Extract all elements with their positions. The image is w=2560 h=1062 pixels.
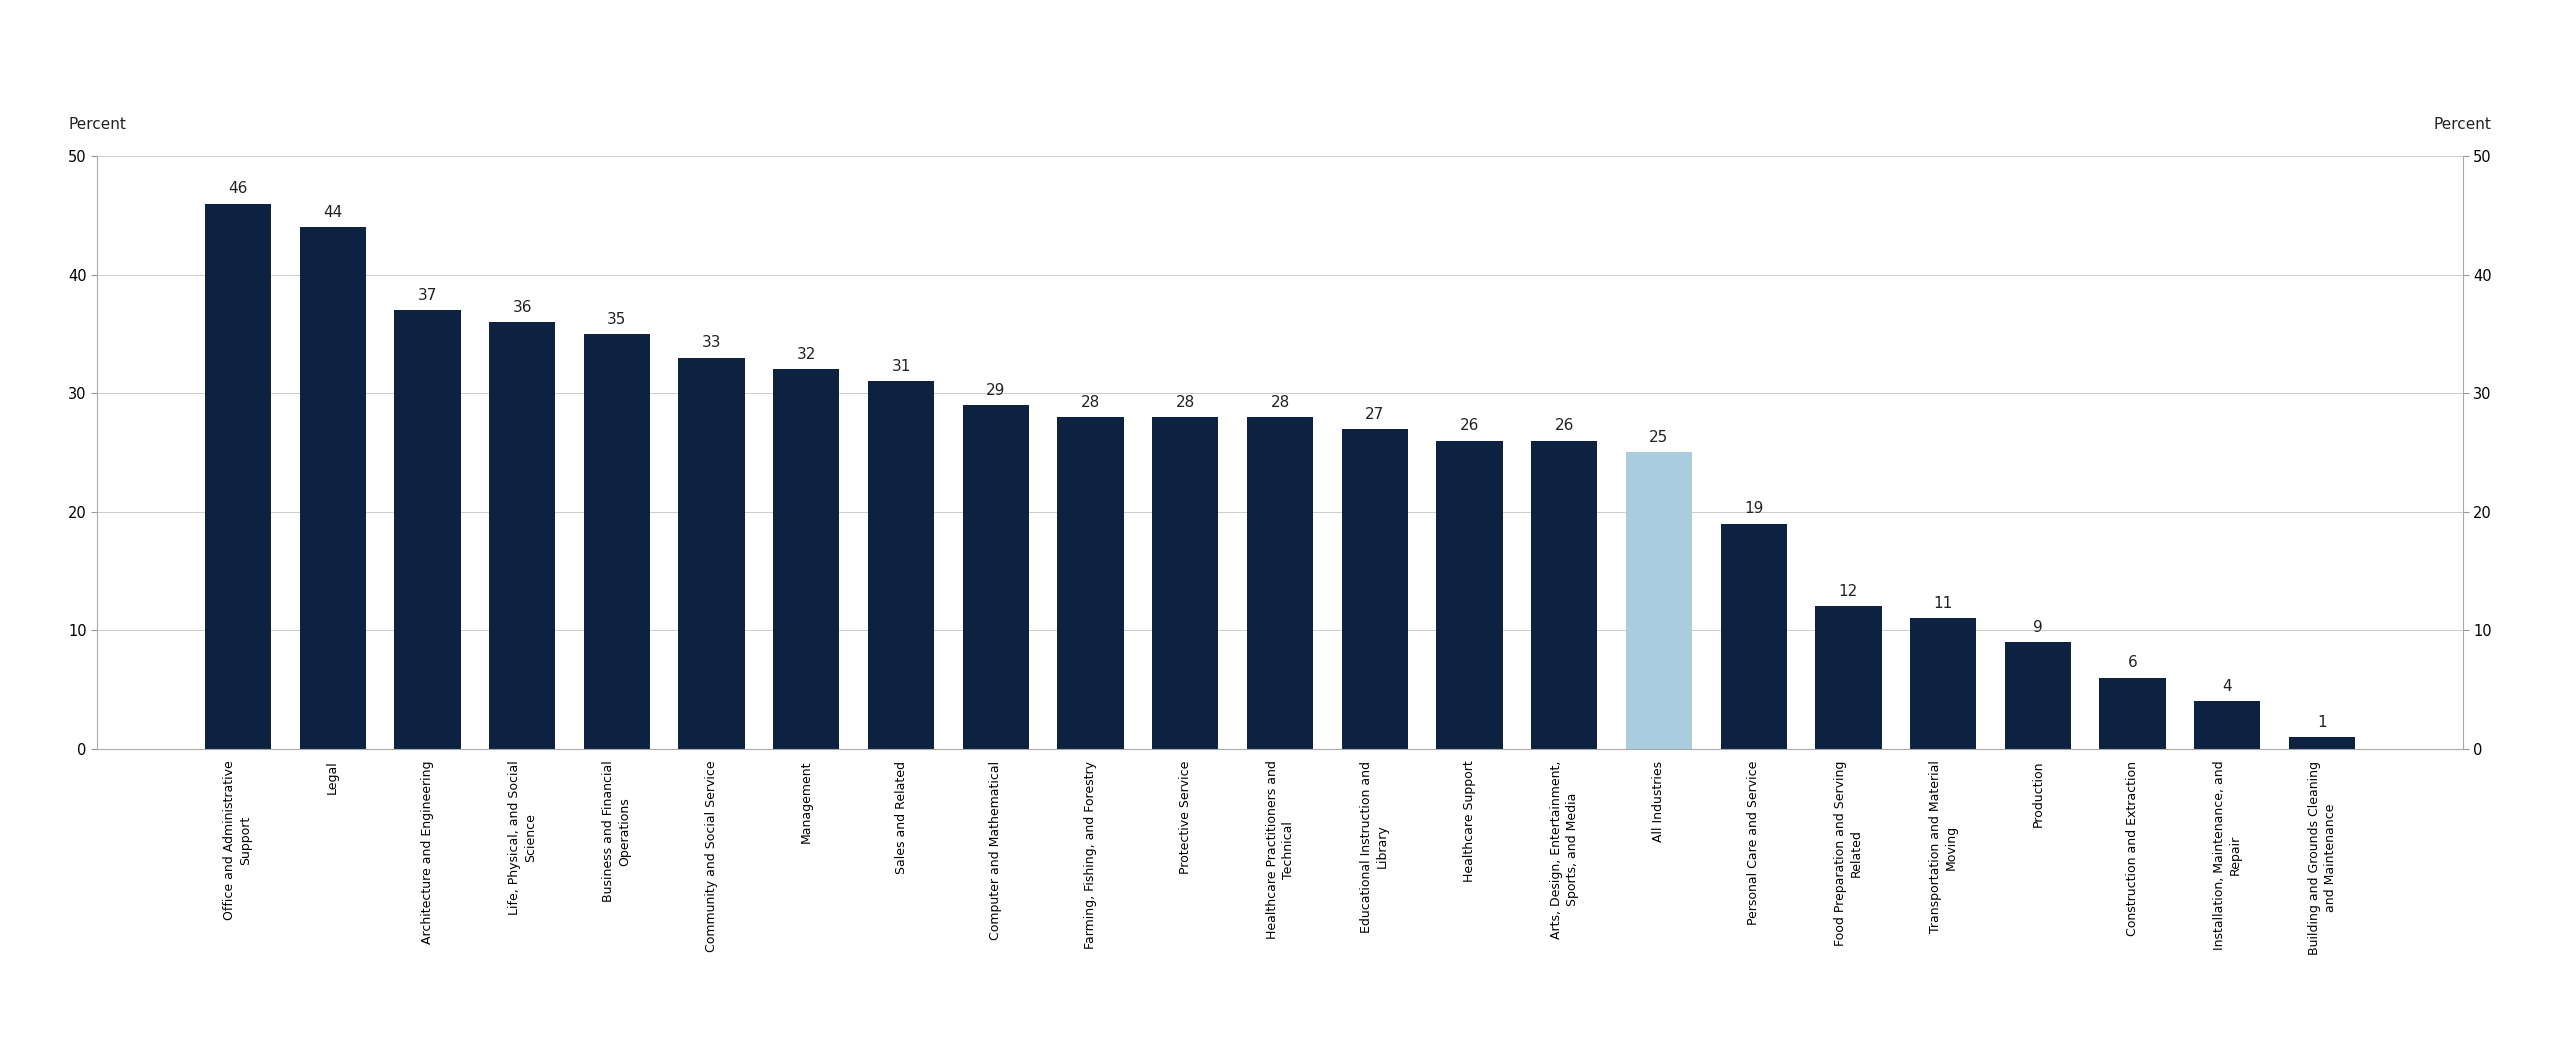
Text: Percent: Percent (69, 118, 128, 133)
Bar (1436, 441, 1503, 749)
Text: 28: 28 (1270, 395, 1290, 410)
Bar (2099, 678, 2166, 749)
Text: 44: 44 (323, 205, 343, 220)
Text: Percent: Percent (2432, 118, 2491, 133)
Text: 27: 27 (1364, 407, 1385, 422)
Text: 28: 28 (1080, 395, 1101, 410)
Text: 26: 26 (1459, 418, 1480, 433)
Bar (2194, 701, 2260, 749)
Bar (1815, 606, 1882, 749)
Bar (1626, 452, 1692, 749)
Text: 12: 12 (1838, 584, 1859, 599)
Text: 9: 9 (2033, 620, 2043, 635)
Text: 31: 31 (891, 359, 911, 374)
Bar (2289, 737, 2355, 749)
Text: Share of Industry Employment Exposed to Automation by AI: US: Share of Industry Employment Exposed to … (927, 29, 1633, 48)
Bar (868, 381, 934, 749)
Bar (489, 322, 556, 749)
Bar (1247, 417, 1313, 749)
Bar (1531, 441, 1597, 749)
Text: 33: 33 (701, 336, 722, 350)
Text: 1: 1 (2317, 715, 2327, 730)
Bar (394, 310, 461, 749)
Text: 28: 28 (1175, 395, 1196, 410)
Bar (1720, 524, 1787, 749)
Bar (678, 358, 745, 749)
Text: 19: 19 (1743, 501, 1764, 516)
Text: 4: 4 (2222, 680, 2232, 695)
Text: 37: 37 (417, 288, 438, 303)
Bar (584, 333, 650, 749)
Bar (1910, 618, 1976, 749)
Bar (1341, 429, 1408, 749)
Bar (773, 370, 840, 749)
Text: 6: 6 (2127, 655, 2138, 670)
Text: 35: 35 (607, 312, 627, 327)
Bar (963, 405, 1029, 749)
Text: 26: 26 (1554, 418, 1574, 433)
Text: 46: 46 (228, 182, 248, 196)
Text: 36: 36 (512, 299, 532, 315)
Bar (1057, 417, 1124, 749)
Text: 25: 25 (1649, 430, 1669, 445)
Bar (205, 204, 271, 749)
Text: 32: 32 (796, 347, 817, 362)
Bar (1152, 417, 1219, 749)
Text: 11: 11 (1933, 596, 1953, 612)
Text: 29: 29 (986, 383, 1006, 398)
Bar (2004, 643, 2071, 749)
Bar (300, 227, 366, 749)
